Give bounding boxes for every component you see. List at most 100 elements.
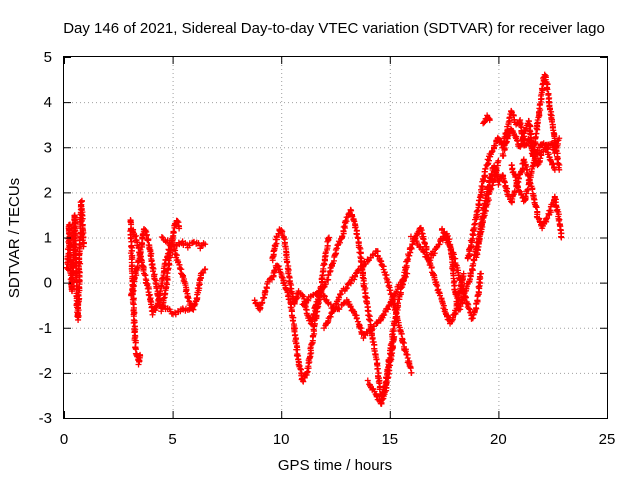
data-point-marker bbox=[390, 326, 397, 333]
y-tick-label: -2 bbox=[39, 365, 52, 382]
y-tick-label: 1 bbox=[44, 230, 52, 247]
data-point-marker bbox=[192, 301, 199, 308]
data-point-marker bbox=[454, 295, 461, 302]
x-axis-label: GPS time / hours bbox=[278, 457, 392, 474]
data-point-marker bbox=[284, 259, 291, 266]
y-axis-label: SDTVAR / TECUs bbox=[6, 178, 23, 298]
data-point-marker bbox=[541, 71, 548, 78]
data-point-marker bbox=[548, 118, 555, 125]
data-point-marker bbox=[520, 133, 527, 140]
data-point-marker bbox=[325, 234, 332, 241]
x-tick-label: 10 bbox=[273, 431, 290, 448]
data-point-marker bbox=[366, 316, 373, 323]
data-point-marker bbox=[491, 142, 498, 149]
data-point-marker bbox=[465, 305, 472, 312]
data-point-marker bbox=[322, 281, 329, 288]
data-point-marker bbox=[331, 305, 338, 312]
data-point-marker bbox=[340, 224, 347, 231]
data-point-marker bbox=[525, 177, 532, 184]
data-point-marker bbox=[351, 308, 358, 315]
x-tick-label: 0 bbox=[60, 431, 68, 448]
data-point-marker bbox=[515, 184, 522, 191]
data-point-marker bbox=[356, 267, 363, 274]
data-point-marker bbox=[325, 272, 332, 279]
data-point-marker bbox=[436, 241, 443, 248]
data-point-marker bbox=[347, 303, 354, 310]
data-point-marker bbox=[546, 105, 553, 112]
data-point-marker bbox=[520, 156, 527, 163]
data-point-marker bbox=[72, 262, 79, 269]
data-point-marker bbox=[522, 193, 529, 200]
data-point-marker bbox=[297, 365, 304, 372]
data-point-marker bbox=[170, 228, 177, 235]
data-point-marker bbox=[481, 118, 488, 125]
data-point-marker bbox=[76, 295, 83, 302]
data-point-marker bbox=[202, 241, 209, 248]
data-point-marker bbox=[525, 117, 532, 124]
data-point-marker bbox=[323, 296, 330, 303]
data-point-marker bbox=[155, 297, 162, 304]
data-point-marker bbox=[137, 351, 144, 358]
y-tick-label: 2 bbox=[44, 184, 52, 201]
data-point-marker bbox=[381, 311, 388, 318]
data-point-marker bbox=[289, 317, 296, 324]
data-point-marker bbox=[79, 239, 86, 246]
y-tick-label: 4 bbox=[44, 94, 52, 111]
y-tick-label: 0 bbox=[44, 275, 52, 292]
y-tick-label: 5 bbox=[44, 49, 52, 66]
data-point-marker bbox=[420, 248, 427, 255]
chart-title: Day 146 of 2021, Sidereal Day-to-day VTE… bbox=[63, 20, 605, 37]
x-tick-label: 5 bbox=[168, 431, 176, 448]
data-point-marker bbox=[514, 137, 521, 144]
data-point-marker bbox=[320, 292, 327, 299]
data-point-marker bbox=[480, 210, 487, 217]
data-point-marker bbox=[351, 276, 358, 283]
data-point-marker bbox=[348, 207, 355, 214]
data-point-marker bbox=[556, 135, 563, 142]
data-point-marker bbox=[531, 157, 538, 164]
data-point-marker bbox=[512, 174, 519, 181]
data-point-marker bbox=[135, 361, 142, 368]
data-point-marker bbox=[263, 284, 270, 291]
data-point-marker bbox=[503, 187, 510, 194]
data-point-marker bbox=[283, 286, 290, 293]
y-tick-label: 3 bbox=[44, 139, 52, 156]
data-point-marker bbox=[359, 274, 366, 281]
data-point-marker bbox=[478, 270, 485, 277]
data-point-marker bbox=[80, 243, 87, 250]
data-point-marker bbox=[321, 260, 328, 267]
data-point-marker bbox=[202, 266, 209, 273]
data-point-marker bbox=[289, 290, 296, 297]
data-point-marker bbox=[336, 294, 343, 301]
x-tick-label: 20 bbox=[490, 431, 507, 448]
data-point-marker bbox=[291, 298, 298, 305]
data-point-marker bbox=[558, 234, 565, 241]
data-point-marker bbox=[318, 275, 325, 282]
data-point-marker bbox=[157, 288, 164, 295]
data-point-marker bbox=[439, 225, 446, 232]
data-point-marker bbox=[383, 377, 390, 384]
data-point-marker bbox=[342, 285, 349, 292]
data-point-marker bbox=[481, 168, 488, 175]
data-point-marker bbox=[130, 281, 137, 288]
data-point-marker bbox=[328, 261, 335, 268]
data-point-marker bbox=[354, 318, 361, 325]
data-point-marker bbox=[373, 356, 380, 363]
data-point-marker bbox=[278, 227, 285, 234]
data-point-marker bbox=[273, 234, 280, 241]
data-point-marker bbox=[63, 264, 70, 271]
data-point-marker bbox=[408, 369, 415, 376]
data-point-marker bbox=[469, 315, 476, 322]
data-point-marker bbox=[551, 150, 558, 157]
data-point-marker bbox=[478, 226, 485, 233]
data-point-marker bbox=[438, 297, 445, 304]
axis-ticks: 0 5 10 15 20 25 -3 -2 -1 0 1 2 3 4 5 bbox=[39, 49, 616, 448]
data-point-marker bbox=[408, 244, 415, 251]
data-point-marker bbox=[486, 117, 493, 124]
data-point-marker bbox=[518, 190, 525, 197]
data-point-marker bbox=[353, 315, 360, 322]
data-point-marker bbox=[373, 393, 380, 400]
y-tick-label: -1 bbox=[39, 320, 52, 337]
data-point-marker bbox=[368, 327, 375, 334]
